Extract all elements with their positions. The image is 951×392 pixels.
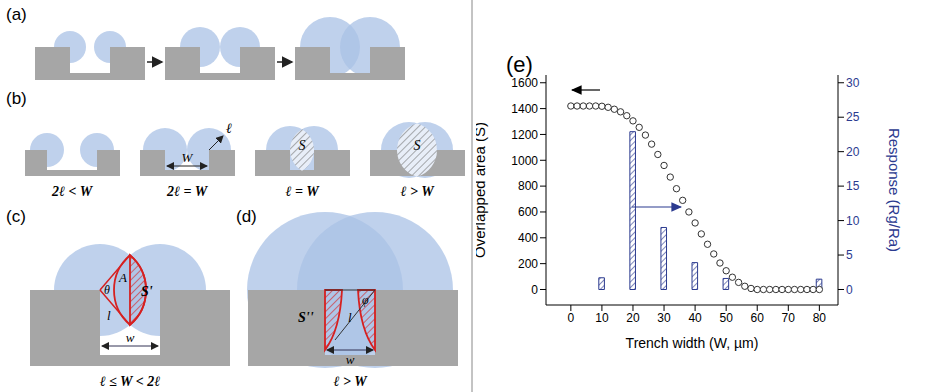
svg-text:2ℓ = W: 2ℓ = W: [166, 184, 209, 199]
svg-text:θ: θ: [104, 283, 110, 297]
svg-text:10: 10: [595, 311, 609, 325]
svg-text:400: 400: [518, 231, 538, 245]
svg-text:S': S': [141, 284, 153, 299]
svg-text:ℓ ≤ W < 2ℓ: ℓ ≤ W < 2ℓ: [100, 374, 161, 389]
svg-text:w: w: [346, 352, 355, 367]
svg-text:0: 0: [846, 283, 853, 297]
svg-text:w: w: [126, 330, 135, 345]
svg-text:Overlapped area (S): Overlapped area (S): [476, 122, 488, 258]
svg-text:0: 0: [531, 283, 538, 297]
svg-text:ℓ = W: ℓ = W: [285, 184, 320, 199]
svg-text:60: 60: [751, 311, 765, 325]
svg-text:S'': S'': [298, 310, 314, 325]
svg-text:30: 30: [657, 311, 671, 325]
html-text:(e): (e): [506, 52, 533, 77]
svg-text:Trench width (W, µm): Trench width (W, µm): [626, 335, 759, 351]
svg-text:800: 800: [518, 179, 538, 193]
svg-text:200: 200: [518, 257, 538, 271]
svg-text:15: 15: [846, 179, 860, 193]
svg-text:l: l: [348, 310, 352, 325]
svg-text:S: S: [299, 138, 306, 153]
svg-text:40: 40: [688, 311, 702, 325]
svg-text:ℓ > W: ℓ > W: [400, 184, 435, 199]
svg-text:50: 50: [719, 311, 733, 325]
svg-text:0: 0: [568, 311, 575, 325]
svg-text:70: 70: [782, 311, 796, 325]
svg-text:1000: 1000: [511, 154, 538, 168]
svg-text:(b): (b): [8, 89, 27, 108]
svg-text:80: 80: [813, 311, 827, 325]
svg-text:30: 30: [846, 76, 860, 90]
svg-text:l: l: [107, 308, 111, 323]
svg-text:A: A: [118, 270, 127, 285]
svg-text:1600: 1600: [511, 76, 538, 90]
svg-text:2ℓ < W: 2ℓ < W: [51, 184, 94, 199]
svg-text:(c): (c): [8, 207, 26, 226]
svg-text:S: S: [414, 138, 421, 153]
svg-text:ℓ: ℓ: [226, 121, 232, 136]
svg-text:ℓ > W: ℓ > W: [333, 374, 368, 389]
svg-text:1400: 1400: [511, 102, 538, 116]
svg-text:20: 20: [846, 145, 860, 159]
svg-text:Response (Rg/Ra): Response (Rg/Ra): [886, 128, 903, 252]
svg-text:(d): (d): [236, 207, 257, 226]
svg-text:10: 10: [846, 214, 860, 228]
svg-text:φ: φ: [362, 293, 369, 307]
svg-text:W: W: [182, 150, 194, 165]
svg-text:1200: 1200: [511, 128, 538, 142]
svg-text:600: 600: [518, 205, 538, 219]
svg-text:25: 25: [846, 110, 860, 124]
svg-text:(a): (a): [8, 5, 27, 24]
svg-text:5: 5: [846, 248, 853, 262]
svg-text:20: 20: [626, 311, 640, 325]
